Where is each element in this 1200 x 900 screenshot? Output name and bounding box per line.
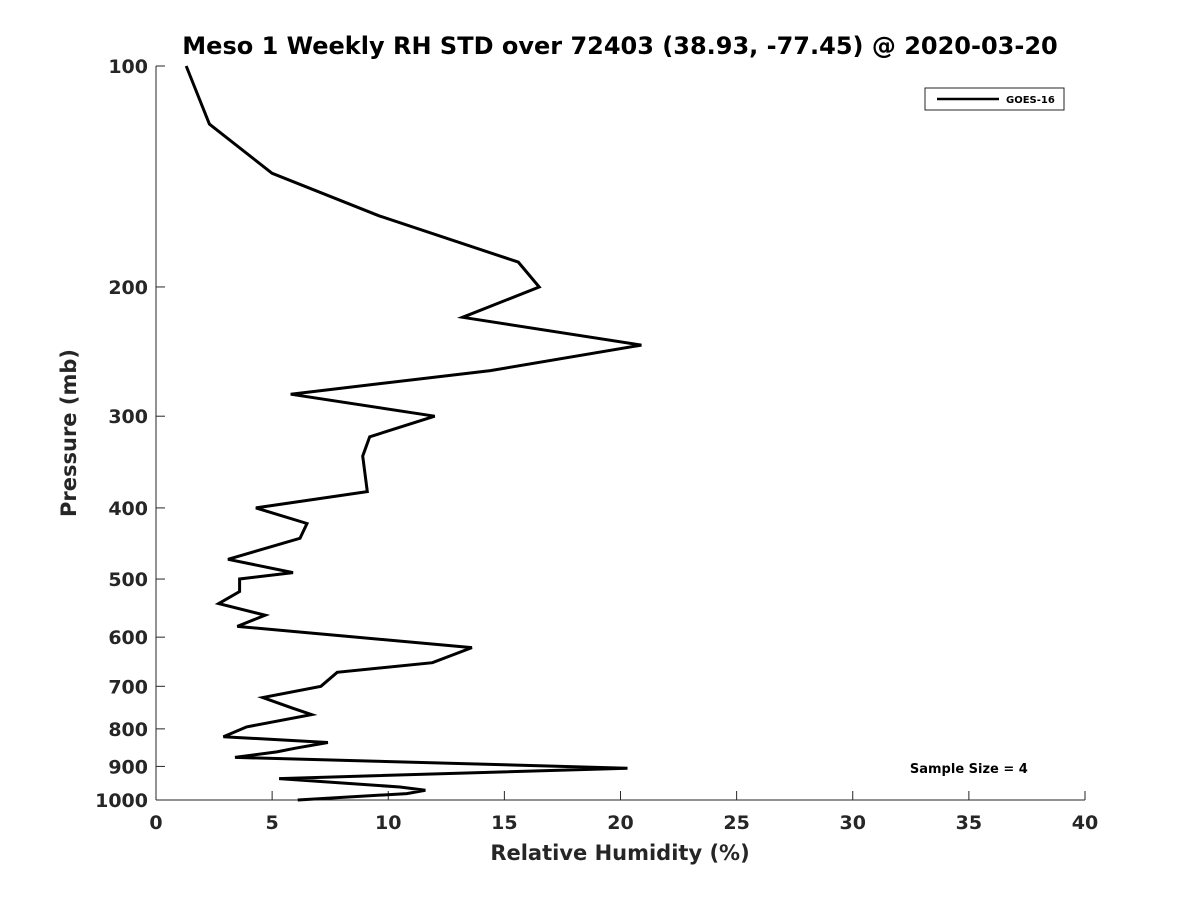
series-layer <box>184 65 642 802</box>
x-tick-label: 10 <box>375 812 401 834</box>
y-tick-label: 500 <box>108 569 148 591</box>
x-axis-label: Relative Humidity (%) <box>490 841 749 865</box>
y-tick-label: 600 <box>108 627 148 649</box>
y-tick-label: 400 <box>108 498 148 520</box>
series-line-goes-16 <box>184 65 642 802</box>
sample-size-annotation: Sample Size = 4 <box>910 762 1028 777</box>
y-tick-label: 800 <box>108 719 148 741</box>
x-tick-label: 35 <box>956 812 982 834</box>
y-ticks: 100 200 300 400 500 600 700 800 900 1000 <box>95 56 165 812</box>
x-tick-label: 5 <box>266 812 279 834</box>
y-tick-label: 100 <box>108 56 148 78</box>
legend-label: GOES-16 <box>1006 95 1055 106</box>
x-ticks: 0 5 10 15 20 25 30 35 40 <box>149 791 1098 834</box>
legend: GOES-16 <box>924 87 1065 111</box>
x-tick-label: 30 <box>840 812 866 834</box>
chart-title: Meso 1 Weekly RH STD over 72403 (38.93, … <box>182 32 1057 60</box>
y-tick-label: 700 <box>108 676 148 698</box>
x-tick-label: 25 <box>723 812 749 834</box>
y-tick-label: 900 <box>108 756 148 778</box>
x-tick-label: 15 <box>491 812 517 834</box>
x-tick-label: 40 <box>1072 812 1098 834</box>
x-tick-label: 20 <box>607 812 633 834</box>
y-tick-label: 300 <box>108 406 148 428</box>
y-tick-label: 1000 <box>95 790 148 812</box>
annotation-layer: Sample Size = 4 <box>910 762 1028 777</box>
x-tick-label: 0 <box>149 812 162 834</box>
y-tick-label: 200 <box>108 277 148 299</box>
y-axis-label: Pressure (mb) <box>57 349 81 517</box>
